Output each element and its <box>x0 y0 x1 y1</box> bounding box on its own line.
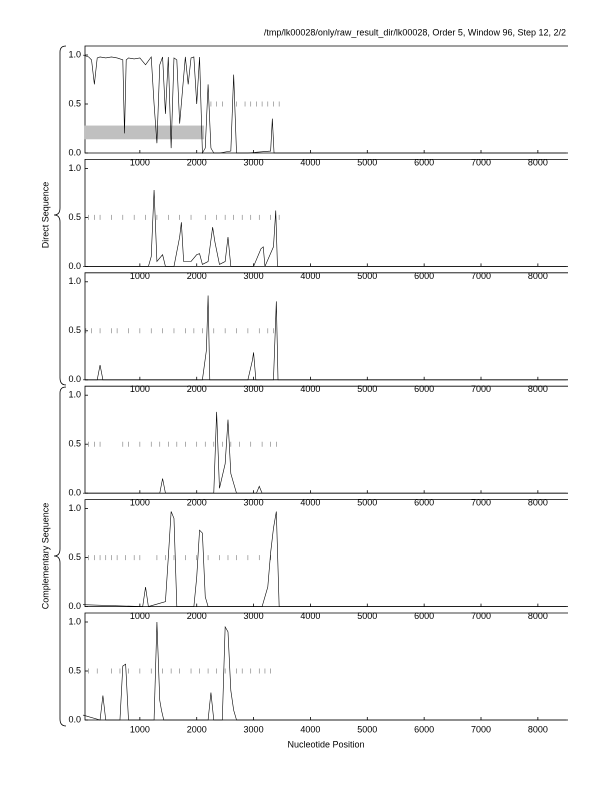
x-tick-label: 7000 <box>471 611 491 621</box>
x-tick-label: 8000 <box>528 724 548 734</box>
y-tick-label: 0.5 <box>68 439 81 449</box>
x-tick-label: 3000 <box>244 611 264 621</box>
x-tick-label: 1000 <box>130 498 150 508</box>
line <box>82 621 567 721</box>
line <box>83 295 567 381</box>
line <box>83 189 567 267</box>
x-tick-label: 8000 <box>528 498 548 508</box>
x-tick-label: 7000 <box>471 384 491 394</box>
x-tick-label: 4000 <box>300 157 320 167</box>
x-tick-label: 4000 <box>300 498 320 508</box>
x-tick-label: 5000 <box>357 271 377 281</box>
x-tick-label: 4000 <box>300 271 320 281</box>
y-tick-label: 0.5 <box>68 325 81 335</box>
x-tick-label: 5000 <box>357 611 377 621</box>
x-tick-label: 1000 <box>130 611 150 621</box>
x-tick-label: 4000 <box>300 384 320 394</box>
x-tick-label: 1000 <box>130 157 150 167</box>
bracket <box>53 386 67 727</box>
y-tick-label: 1.0 <box>68 616 81 626</box>
y-tick-label: 1.0 <box>68 503 81 513</box>
y-tick-label: 0.0 <box>68 374 81 384</box>
x-tick-label: 6000 <box>414 384 434 394</box>
axes-frame <box>84 499 568 607</box>
y-tick-label: 0.0 <box>68 714 81 724</box>
x-tick-label: 7000 <box>471 724 491 734</box>
x-tick-label: 2000 <box>187 384 207 394</box>
y-tick-label: 0.5 <box>68 212 81 222</box>
x-tick-label: 6000 <box>414 498 434 508</box>
x-tick-label: 2000 <box>187 271 207 281</box>
x-tick-label: 2000 <box>187 611 207 621</box>
x-tick-label: 1000 <box>130 384 150 394</box>
x-tick-label: 8000 <box>528 271 548 281</box>
x-tick-label: 3000 <box>244 498 264 508</box>
x-tick-label: 1000 <box>130 724 150 734</box>
x-tick-label: 8000 <box>528 157 548 167</box>
x-tick-label: 6000 <box>414 724 434 734</box>
x-tick-label: 6000 <box>414 157 434 167</box>
y-tick-label: 0.5 <box>68 552 81 562</box>
x-axis-label: Nucleotide Position <box>287 739 364 749</box>
x-tick-label: 5000 <box>357 724 377 734</box>
region <box>84 125 205 140</box>
x-tick-label: 7000 <box>471 157 491 167</box>
group-label: Complementary Sequence <box>40 503 50 610</box>
x-tick-label: 6000 <box>414 271 434 281</box>
axes-frame <box>84 159 568 267</box>
header: /tmp/lk00028/only/raw_result_dir/lk00028… <box>264 27 566 37</box>
x-tick-label: 8000 <box>528 611 548 621</box>
x-tick-label: 2000 <box>187 157 207 167</box>
x-tick-label: 3000 <box>244 384 264 394</box>
y-tick-label: 0.0 <box>68 601 81 611</box>
x-tick-label: 6000 <box>414 611 434 621</box>
y-tick-label: 0.0 <box>68 261 81 271</box>
axes-frame <box>84 385 568 494</box>
axes-frame <box>84 272 568 381</box>
y-tick-label: 0.0 <box>68 488 81 498</box>
x-tick-label: 4000 <box>300 724 320 734</box>
x-tick-label: 3000 <box>244 157 264 167</box>
line <box>82 54 567 155</box>
y-tick-label: 1.0 <box>68 49 81 59</box>
group-label: Direct Sequence <box>40 182 50 249</box>
x-tick-label: 8000 <box>528 384 548 394</box>
x-tick-label: 7000 <box>471 498 491 508</box>
x-tick-label: 5000 <box>357 384 377 394</box>
bracket <box>53 45 67 386</box>
y-tick-label: 0.5 <box>68 665 81 675</box>
y-tick-label: 1.0 <box>68 276 81 286</box>
y-tick-label: 0.5 <box>68 98 81 108</box>
y-tick-label: 0.0 <box>68 147 81 157</box>
x-tick-label: 5000 <box>357 157 377 167</box>
line <box>82 511 567 607</box>
x-tick-label: 7000 <box>471 271 491 281</box>
x-tick-label: 1000 <box>130 271 150 281</box>
x-tick-label: 3000 <box>244 271 264 281</box>
y-tick-label: 1.0 <box>68 163 81 173</box>
y-tick-label: 1.0 <box>68 390 81 400</box>
x-tick-label: 2000 <box>187 724 207 734</box>
line <box>83 411 567 494</box>
x-tick-label: 2000 <box>187 498 207 508</box>
x-tick-label: 3000 <box>244 724 264 734</box>
x-tick-label: 5000 <box>357 498 377 508</box>
x-tick-label: 4000 <box>300 611 320 621</box>
